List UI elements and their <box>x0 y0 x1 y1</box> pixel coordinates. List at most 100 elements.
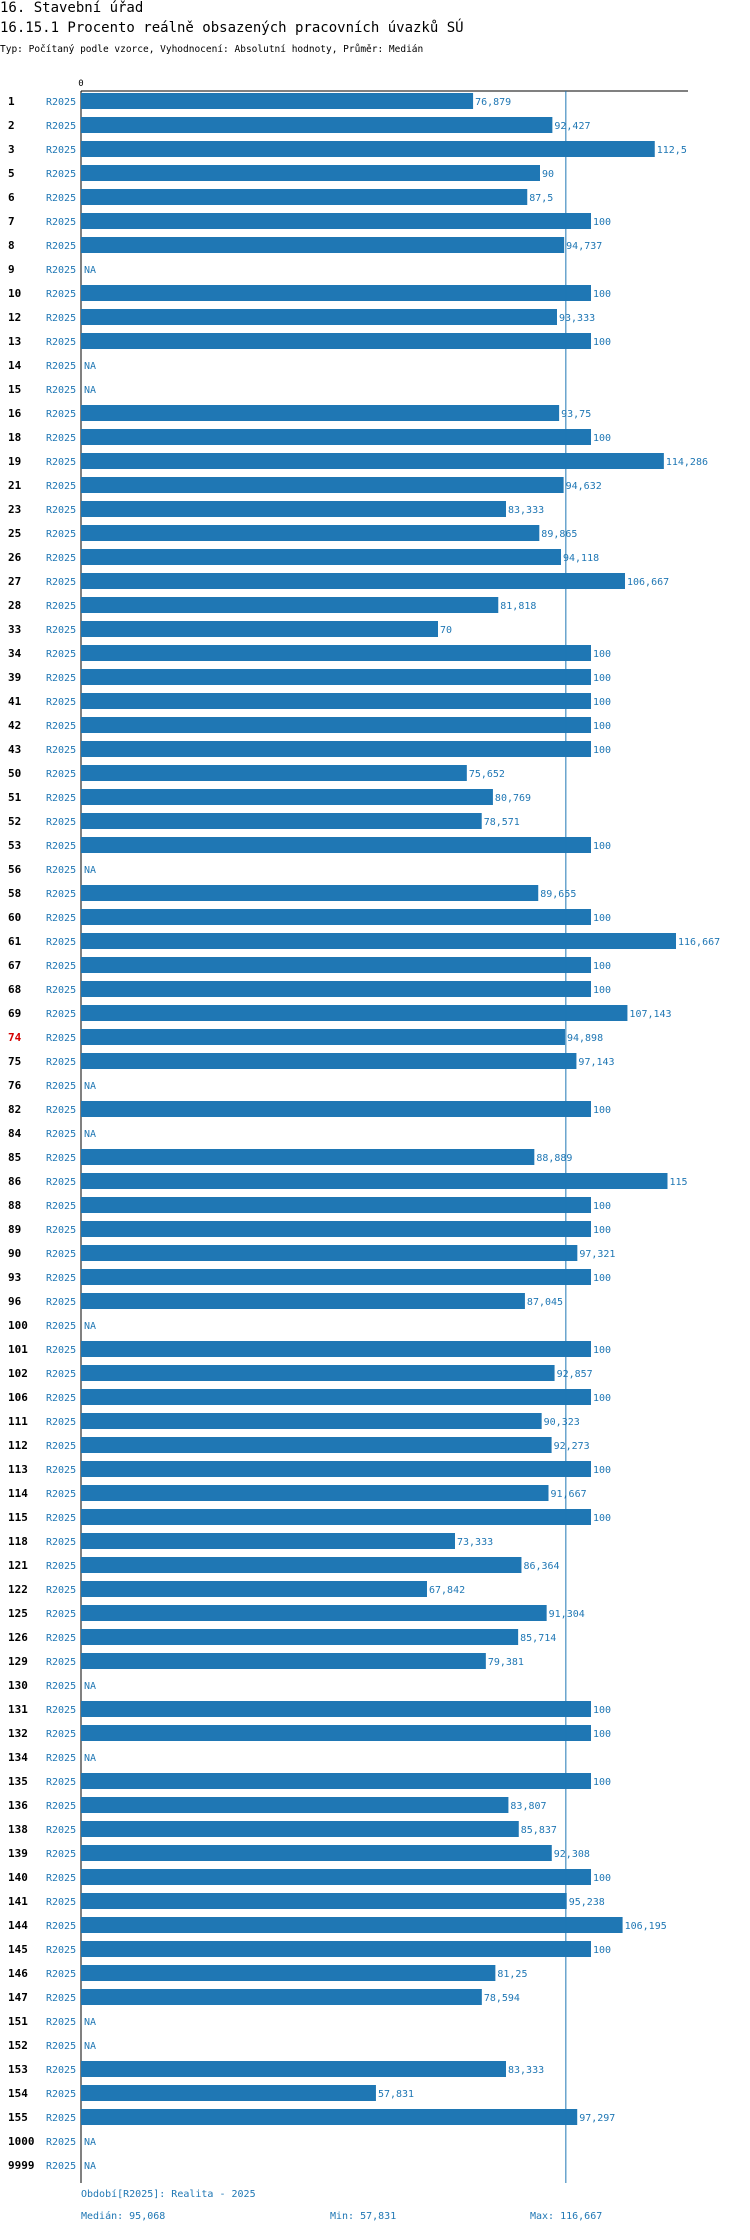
category-label: 74 <box>8 1031 22 1044</box>
bar <box>81 717 591 733</box>
footer-min: Min: 57,831 <box>330 2211 396 2222</box>
series-label: R2025 <box>46 1321 76 1332</box>
category-label: 8 <box>8 239 15 252</box>
data-label: 100 <box>593 217 611 228</box>
category-label: 16 <box>8 407 22 420</box>
data-label: 70 <box>440 625 452 636</box>
series-label: R2025 <box>46 121 76 132</box>
series-label: R2025 <box>46 721 76 732</box>
series-label: R2025 <box>46 481 76 492</box>
data-label: 100 <box>593 1513 611 1524</box>
bar <box>81 813 482 829</box>
data-label: 92,308 <box>554 1849 590 1860</box>
footer-max: Max: 116,667 <box>530 2211 602 2222</box>
series-label: R2025 <box>46 1945 76 1956</box>
data-label: 100 <box>593 1393 611 1404</box>
data-label: 78,571 <box>484 817 520 828</box>
category-label: 52 <box>8 815 21 828</box>
data-label: 85,837 <box>521 1825 557 1836</box>
data-label: 83,333 <box>508 2065 544 2076</box>
series-label: R2025 <box>46 553 76 564</box>
category-label: 67 <box>8 959 21 972</box>
series-label: R2025 <box>46 1033 76 1044</box>
bar <box>81 165 540 181</box>
data-label: 114,286 <box>666 457 708 468</box>
data-label: NA <box>84 361 96 372</box>
series-label: R2025 <box>46 97 76 108</box>
bar <box>81 285 591 301</box>
bar <box>81 189 528 205</box>
series-label: R2025 <box>46 1465 76 1476</box>
category-label: 1 <box>8 95 15 108</box>
bar <box>81 549 562 565</box>
data-label: 100 <box>593 1945 611 1956</box>
category-label: 2 <box>8 119 15 132</box>
category-label: 5 <box>8 167 15 180</box>
data-label: 100 <box>593 1201 611 1212</box>
data-label: NA <box>84 1681 96 1692</box>
bar <box>81 1437 552 1453</box>
chart-subtitle: 16.15.1 Procento reálně obsazených praco… <box>0 20 464 36</box>
category-label: 9 <box>8 263 15 276</box>
bar <box>81 1581 427 1597</box>
category-label: 153 <box>8 2063 28 2076</box>
series-label: R2025 <box>46 1681 76 1692</box>
data-label: 90 <box>542 169 554 180</box>
series-label: R2025 <box>46 385 76 396</box>
category-label: 135 <box>8 1775 28 1788</box>
bar <box>81 1605 547 1621</box>
bar <box>81 1989 482 2005</box>
category-label: 121 <box>8 1559 28 1572</box>
data-label: 100 <box>593 697 611 708</box>
category-label: 113 <box>8 1463 28 1476</box>
category-label: 61 <box>8 935 22 948</box>
category-label: 151 <box>8 2015 28 2028</box>
category-label: 68 <box>8 983 21 996</box>
data-label: 95,238 <box>569 1897 605 1908</box>
data-label: 91,667 <box>551 1489 587 1500</box>
category-label: 154 <box>8 2087 28 2100</box>
category-label: 138 <box>8 1823 28 1836</box>
bar <box>81 117 553 133</box>
data-label: 112,5 <box>657 145 687 156</box>
series-label: R2025 <box>46 1969 76 1980</box>
series-label: R2025 <box>46 1009 76 1020</box>
bar <box>81 453 664 469</box>
category-label: 19 <box>8 455 21 468</box>
data-label: 87,5 <box>529 193 553 204</box>
data-label: 83,333 <box>508 505 544 516</box>
category-label: 139 <box>8 1847 28 1860</box>
category-label: 131 <box>8 1703 28 1716</box>
data-label: 93,75 <box>561 409 591 420</box>
category-label: 6 <box>8 191 15 204</box>
category-label: 58 <box>8 887 21 900</box>
category-label: 112 <box>8 1439 28 1452</box>
data-label: 94,737 <box>566 241 602 252</box>
data-label: 100 <box>593 673 611 684</box>
category-label: 129 <box>8 1655 28 1668</box>
series-label: R2025 <box>46 1369 76 1380</box>
series-label: R2025 <box>46 529 76 540</box>
data-label: 97,143 <box>578 1057 614 1068</box>
category-label: 145 <box>8 1943 28 1956</box>
series-label: R2025 <box>46 1537 76 1548</box>
category-label: 93 <box>8 1271 21 1284</box>
series-label: R2025 <box>46 913 76 924</box>
category-label: 3 <box>8 143 15 156</box>
bar <box>81 333 591 349</box>
series-label: R2025 <box>46 961 76 972</box>
bar <box>81 1413 542 1429</box>
data-label: 100 <box>593 337 611 348</box>
data-label: 93,333 <box>559 313 595 324</box>
data-label: 94,118 <box>563 553 599 564</box>
series-label: R2025 <box>46 1753 76 1764</box>
category-label: 147 <box>8 1991 28 2004</box>
series-label: R2025 <box>46 1297 76 1308</box>
category-label: 10 <box>8 287 21 300</box>
series-label: R2025 <box>46 217 76 228</box>
bar <box>81 1509 591 1525</box>
data-label: 75,652 <box>469 769 505 780</box>
data-label: 57,831 <box>378 2089 414 2100</box>
series-label: R2025 <box>46 1153 76 1164</box>
series-label: R2025 <box>46 649 76 660</box>
